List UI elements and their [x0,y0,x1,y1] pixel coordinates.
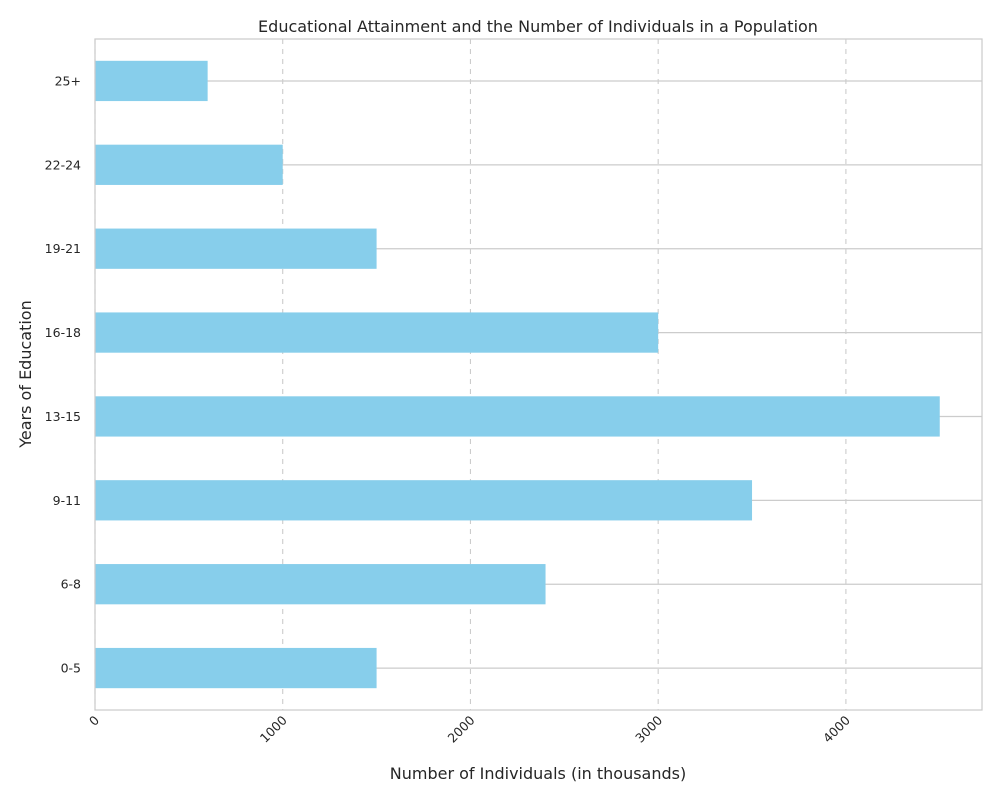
y-tick-label: 25+ [55,73,81,88]
y-tick-label: 16-18 [45,325,81,340]
y-tick-label: 9-11 [53,493,81,508]
chart-title: Educational Attainment and the Number of… [258,17,818,36]
plot-area [95,39,982,710]
x-tick-label: 0 [86,712,102,728]
x-tick-label: 1000 [257,712,290,745]
x-tick-label: 4000 [820,712,853,745]
bar-9-11 [95,480,753,521]
bar-0-5 [95,647,377,689]
plot-frame [94,38,983,711]
y-axis-label: Years of Education [16,300,35,448]
x-tick-label: 2000 [444,712,477,745]
bar-19-21 [95,228,377,269]
y-tick-label: 13-15 [45,409,81,424]
bars-layer [95,60,940,689]
y-tick-label: 19-21 [45,241,81,256]
y-tick-label: 6-8 [61,577,81,592]
bar-13-15 [95,396,940,437]
y-tick-label: 22-24 [45,157,81,172]
x-axis-label: Number of Individuals (in thousands) [390,764,686,783]
bar-22-24 [95,144,283,185]
x-tick-label: 3000 [632,712,665,745]
bar-6-8 [95,564,546,605]
y-tick-label: 0-5 [61,661,81,676]
bar-16-18 [95,312,659,353]
bar-25+ [95,60,208,102]
